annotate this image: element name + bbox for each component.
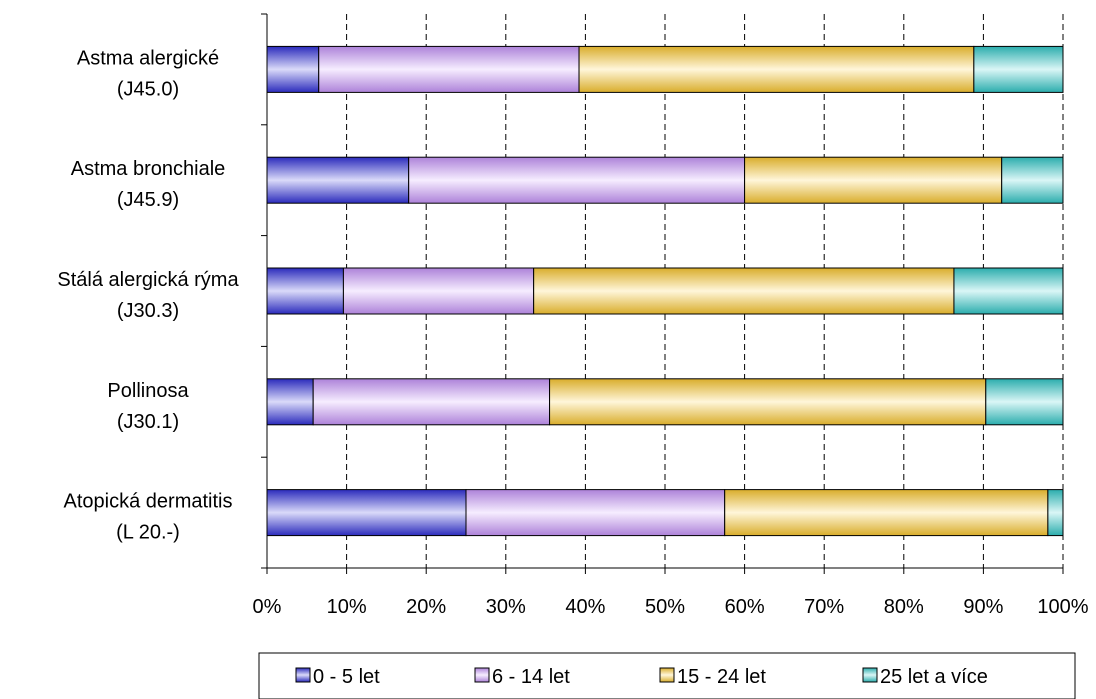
grid-lines <box>346 14 1064 568</box>
bar-segment <box>266 378 314 426</box>
bar-segment <box>1047 489 1064 537</box>
x-tick-label: 50% <box>645 596 685 618</box>
bar-segment <box>465 489 726 537</box>
bar-segment <box>953 267 1064 315</box>
category-label: Astma bronchiale (J45.9) <box>71 158 226 211</box>
bar-segment <box>973 45 1064 93</box>
x-tick-label: 40% <box>565 596 605 618</box>
bars <box>266 45 1064 537</box>
legend-label: 0 - 5 let <box>313 666 380 688</box>
category-labels: Astma alergické (J45.0) Astma bronchiale (J… <box>57 47 239 543</box>
axes <box>261 13 1064 574</box>
bar-segment <box>318 45 580 93</box>
category-label: Atopická dermatitis (L 20.-) <box>64 491 233 544</box>
bar-segment <box>533 267 955 315</box>
x-tick-label: 30% <box>486 596 526 618</box>
x-tick-label: 10% <box>327 596 367 618</box>
x-tick-label: 100% <box>1037 596 1088 618</box>
bar-segment <box>342 267 535 315</box>
legend-swatch <box>295 667 311 683</box>
x-tick-label: 60% <box>725 596 765 618</box>
bar-segment <box>549 378 987 426</box>
legend-swatch <box>862 667 878 683</box>
bar-segment <box>1001 156 1064 204</box>
bar-segment <box>312 378 551 426</box>
bar-segment <box>266 489 467 537</box>
bar-segment <box>744 156 1003 204</box>
x-tick-label: 80% <box>884 596 924 618</box>
bar-segment <box>266 267 344 315</box>
bar-segment <box>408 156 746 204</box>
bar-segment <box>266 45 320 93</box>
x-tick-label: 90% <box>963 596 1003 618</box>
x-tick-label: 0% <box>253 596 282 618</box>
x-tick-labels: 0% 10% 20% 30% 40% 50% 60% 70% 80% 90% 100% <box>253 596 1089 618</box>
x-tick-label: 70% <box>804 596 844 618</box>
legend: 0 - 5 let 6 - 14 let 15 - 24 let 25 let a v… <box>258 652 1076 699</box>
category-label: Stálá alergická rýma (J30.3) <box>57 269 239 322</box>
bar-segment <box>578 45 975 93</box>
legend-swatch <box>474 667 490 683</box>
legend-swatch <box>659 667 675 683</box>
x-tick-label: 20% <box>406 596 446 618</box>
category-label: Pollinosa (J30.1) <box>107 380 189 433</box>
bar-segment <box>266 156 410 204</box>
legend-label: 25 let a více <box>880 666 988 688</box>
category-label: Astma alergické (J45.0) <box>77 47 219 100</box>
legend-label: 6 - 14 let <box>492 666 570 688</box>
bar-segment <box>724 489 1049 537</box>
legend-label: 15 - 24 let <box>677 666 766 688</box>
bar-segment <box>985 378 1064 426</box>
